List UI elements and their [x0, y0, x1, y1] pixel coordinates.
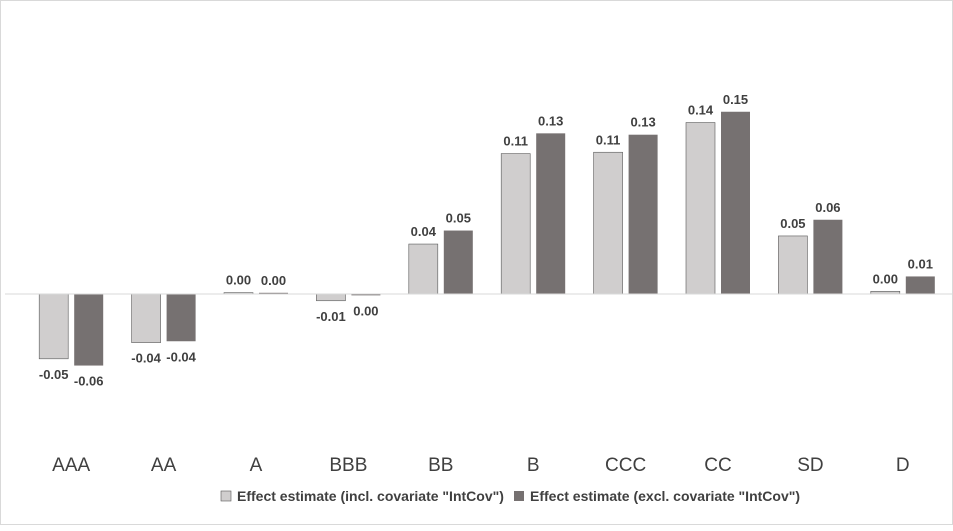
data-label-incl-bbb: -0.01: [316, 309, 346, 324]
category-label-d: D: [896, 455, 910, 476]
legend-swatch-excl: [514, 491, 524, 501]
bar-incl-b: [500, 153, 531, 295]
bar-incl-cc: [685, 122, 716, 295]
data-label-excl-aa: -0.04: [166, 349, 196, 364]
data-label-excl-bb: 0.05: [446, 211, 471, 226]
category-label-aaa: AAA: [52, 455, 90, 476]
data-label-incl-sd: 0.05: [780, 216, 805, 231]
data-label-incl-cc: 0.14: [688, 103, 714, 118]
data-label-incl-b: 0.11: [503, 134, 528, 149]
category-label-aa: AA: [151, 455, 177, 476]
data-label-excl-cc: 0.15: [723, 92, 748, 107]
bar-excl-d: [905, 276, 935, 294]
bars-layer: [38, 111, 935, 366]
legend-label-excl: Effect estimate (excl. covariate "IntCov…: [530, 488, 800, 504]
bar-excl-bb: [443, 230, 473, 294]
data-label-incl-a: 0.00: [226, 273, 251, 288]
bar-excl-aa: [166, 294, 196, 342]
bar-incl-aa: [131, 293, 161, 343]
bar-excl-bbb: [351, 294, 381, 296]
bar-excl-cc: [721, 111, 750, 294]
category-labels-layer: AAA AA A BBB BB B CCC CC SD D: [52, 455, 909, 476]
legend-swatch-incl: [220, 490, 232, 502]
bar-incl-bbb: [316, 293, 346, 302]
category-label-a: A: [250, 455, 263, 476]
category-label-cc: CC: [704, 455, 731, 476]
data-label-incl-ccc: 0.11: [596, 132, 621, 147]
data-label-incl-bb: 0.04: [411, 224, 437, 239]
data-label-excl-d: 0.01: [908, 256, 933, 271]
category-label-sd: SD: [797, 455, 823, 476]
data-label-excl-a: 0.00: [261, 273, 286, 288]
bar-excl-b: [536, 133, 566, 294]
legend-label-incl: Effect estimate (incl. covariate "IntCov…: [237, 488, 504, 504]
category-label-bbb: BBB: [329, 455, 367, 476]
data-label-incl-d: 0.00: [873, 271, 898, 286]
data-labels-layer: -0.05 -0.06 -0.04 -0.04 0.00 0.00 -0.01 0.00 0.0…: [39, 92, 933, 389]
category-label-b: B: [527, 455, 540, 476]
bar-excl-ccc: [628, 134, 658, 294]
bar-incl-aaa: [38, 293, 69, 360]
data-label-excl-b: 0.13: [538, 113, 563, 128]
data-label-excl-sd: 0.06: [815, 200, 840, 215]
bar-excl-aaa: [74, 294, 104, 366]
data-label-excl-ccc: 0.13: [630, 115, 655, 130]
category-label-ccc: CCC: [605, 455, 646, 476]
legend: Effect estimate (incl. covariate "IntCov…: [220, 488, 800, 504]
bar-excl-sd: [813, 219, 843, 294]
bar-incl-sd: [778, 235, 808, 295]
data-label-excl-bbb: 0.00: [353, 303, 378, 318]
data-label-excl-aaa: -0.06: [74, 374, 104, 389]
data-label-incl-aaa: -0.05: [39, 367, 69, 382]
category-label-bb: BB: [428, 455, 453, 476]
bar-incl-ccc: [593, 151, 623, 295]
bar-incl-bb: [408, 243, 439, 295]
data-label-incl-aa: -0.04: [131, 351, 161, 366]
bar-excl-a: [259, 292, 288, 294]
